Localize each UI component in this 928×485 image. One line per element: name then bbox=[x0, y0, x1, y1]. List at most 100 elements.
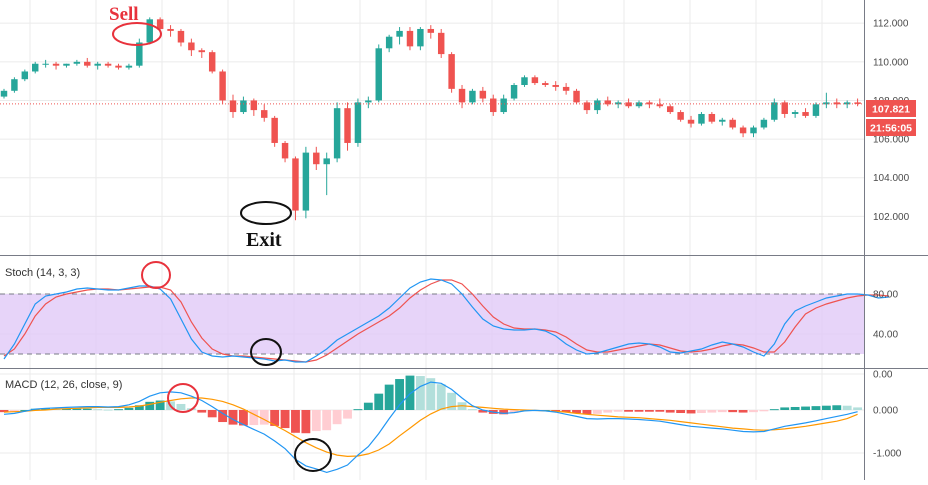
candle-body bbox=[791, 112, 799, 114]
macd-histogram-bar bbox=[9, 410, 19, 412]
candle-body bbox=[573, 90, 580, 103]
candle-body bbox=[115, 65, 122, 68]
macd-histogram-bar bbox=[124, 407, 134, 410]
macd-histogram-bar bbox=[249, 410, 259, 426]
candle-body bbox=[666, 106, 674, 113]
macd-histogram-bar bbox=[103, 409, 113, 411]
macd-histogram-bar bbox=[499, 410, 509, 415]
candle-body bbox=[719, 119, 726, 122]
candle-body bbox=[510, 85, 518, 99]
macd-histogram-bar bbox=[62, 408, 71, 410]
candle-body bbox=[240, 100, 247, 113]
candle-body bbox=[812, 104, 820, 116]
candle-body bbox=[136, 42, 143, 66]
macd-histogram-bar bbox=[707, 410, 717, 413]
macd-histogram-bar bbox=[655, 410, 665, 412]
macd-histogram-bar bbox=[801, 406, 810, 410]
macd-histogram-bar bbox=[207, 410, 217, 418]
macd-histogram-bar bbox=[717, 410, 727, 413]
macd-histogram-bar bbox=[790, 406, 800, 410]
macd-histogram-bar bbox=[759, 410, 769, 412]
candle-body bbox=[208, 52, 216, 72]
candle-body bbox=[833, 102, 840, 105]
sell-annotation: Sell bbox=[109, 4, 139, 25]
candle-body bbox=[708, 113, 716, 122]
candle-body bbox=[261, 110, 268, 118]
macd-histogram-bar bbox=[832, 405, 842, 410]
candle-body bbox=[843, 102, 851, 105]
macd-histogram-bar bbox=[821, 405, 831, 410]
macd-signal-line bbox=[3, 397, 858, 458]
macd-histogram-bar bbox=[592, 410, 602, 414]
macd-histogram-bar bbox=[395, 379, 404, 410]
candle-body bbox=[146, 19, 153, 43]
candle-body bbox=[188, 42, 195, 51]
macd-histogram-bar bbox=[478, 410, 488, 413]
candle-body bbox=[739, 127, 747, 134]
macd-histogram-bar bbox=[353, 409, 363, 411]
macd-histogram-bar bbox=[551, 410, 561, 411]
candle-body bbox=[750, 127, 757, 134]
candle-body bbox=[802, 112, 809, 116]
candle-body bbox=[406, 30, 414, 47]
exit-annotation: Exit bbox=[246, 229, 282, 251]
macd-histogram-bar bbox=[738, 410, 748, 413]
candle-body bbox=[604, 100, 611, 105]
macd-histogram-bar bbox=[468, 409, 477, 411]
macd-sell-circle bbox=[167, 383, 199, 413]
macd-histogram-bar bbox=[155, 400, 165, 410]
candle-body bbox=[52, 63, 60, 66]
candle-body bbox=[219, 71, 226, 101]
last-price-label: 107.821 bbox=[872, 104, 910, 116]
macd-histogram-bar bbox=[582, 410, 592, 415]
macd-histogram-bar bbox=[238, 410, 248, 426]
candle-body bbox=[448, 54, 455, 89]
macd-histogram-bar bbox=[311, 410, 321, 432]
macd-histogram-bar bbox=[145, 401, 155, 410]
candle-body bbox=[313, 152, 320, 165]
candle-body bbox=[198, 50, 206, 53]
price-tick-label: 102.000 bbox=[873, 212, 910, 223]
macd-histogram-bar bbox=[93, 409, 103, 411]
candle-body bbox=[427, 28, 435, 33]
candle-body bbox=[11, 79, 18, 91]
candle-body bbox=[32, 63, 39, 72]
candle-body bbox=[625, 102, 632, 107]
countdown-tag bbox=[866, 119, 916, 136]
macd-line bbox=[3, 381, 858, 474]
candle-body bbox=[73, 61, 81, 64]
candle-body bbox=[281, 142, 289, 159]
macd-histogram-bar bbox=[114, 409, 123, 411]
price-tick-label: 110.000 bbox=[873, 57, 909, 68]
macd-histogram-bar bbox=[853, 407, 863, 410]
stoch-panel-title: Stoch (14, 3, 3) bbox=[5, 267, 80, 279]
price-tick-label: 106.000 bbox=[873, 135, 910, 146]
candle-body bbox=[823, 102, 830, 105]
candle-body bbox=[125, 65, 133, 68]
macd-histogram-bar bbox=[769, 409, 779, 411]
candle-body bbox=[854, 102, 861, 104]
macd-histogram-bar bbox=[603, 410, 613, 413]
candle-body bbox=[771, 102, 778, 120]
price-axis-layer: 102.000104.000106.000108.000110.000112.0… bbox=[873, 19, 910, 460]
candle-body bbox=[344, 108, 351, 143]
macd-histogram-bar bbox=[676, 410, 686, 414]
macd-histogram-bar bbox=[749, 410, 758, 413]
macd-histogram-bar bbox=[176, 403, 186, 410]
candle-body bbox=[229, 100, 237, 113]
candle-body bbox=[167, 28, 174, 31]
candle-body bbox=[646, 102, 653, 105]
candle-body bbox=[292, 158, 299, 211]
candle-body bbox=[458, 88, 466, 103]
candle-body bbox=[385, 36, 393, 49]
candle-body bbox=[271, 117, 278, 143]
macd-histogram-bar bbox=[509, 410, 519, 414]
candle-body bbox=[635, 102, 643, 107]
candle-body bbox=[375, 48, 382, 101]
macd-histogram-bar bbox=[697, 410, 706, 414]
macd-histogram-bar bbox=[280, 410, 290, 429]
macd-histogram-bar bbox=[301, 410, 311, 434]
candle-body bbox=[698, 113, 705, 124]
